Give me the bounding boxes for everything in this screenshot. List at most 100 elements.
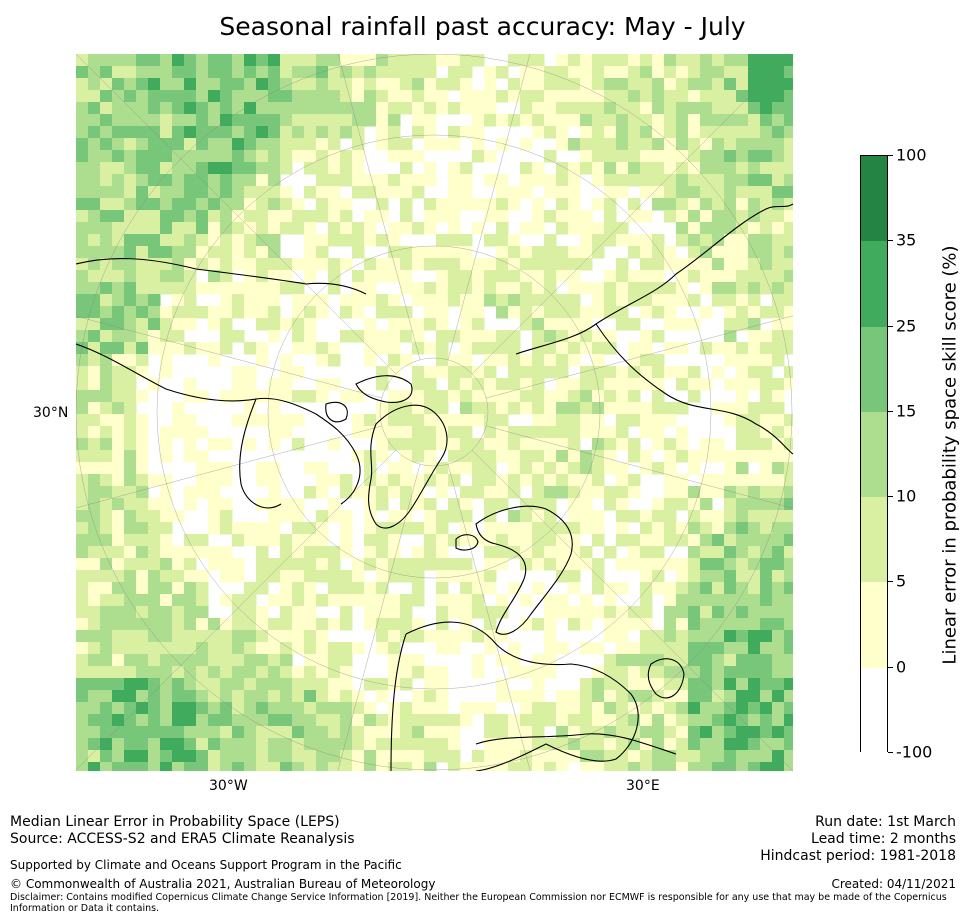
- field-cell: [616, 318, 629, 331]
- field-cell: [160, 522, 173, 535]
- field-cell: [292, 510, 305, 523]
- field-cell: [580, 66, 593, 79]
- field-cell: [328, 258, 341, 271]
- field-cell: [568, 198, 581, 211]
- field-cell: [688, 582, 701, 595]
- field-cell: [472, 330, 485, 343]
- field-cell: [736, 462, 749, 475]
- field-cell: [652, 714, 665, 727]
- field-cell: [604, 306, 617, 319]
- field-cell: [676, 666, 689, 679]
- field-cell: [184, 282, 197, 295]
- field-cell: [640, 546, 653, 559]
- field-cell: [148, 558, 161, 571]
- field-cell: [100, 294, 113, 307]
- field-cell: [208, 354, 221, 367]
- field-cell: [400, 618, 413, 631]
- field-cell: [244, 246, 257, 259]
- field-cell: [340, 90, 353, 103]
- graticule: [76, 54, 793, 771]
- field-cell: [268, 258, 281, 271]
- field-cell: [604, 294, 617, 307]
- field-cell: [184, 306, 197, 319]
- field-cell: [148, 726, 161, 739]
- field-cell: [772, 570, 785, 583]
- field-cell: [784, 78, 793, 91]
- field-cell: [208, 678, 221, 691]
- field-cell: [412, 150, 425, 163]
- field-cell: [376, 582, 389, 595]
- field-cell: [232, 738, 245, 751]
- field-cell: [688, 102, 701, 115]
- field-cell: [292, 78, 305, 91]
- field-cell: [76, 102, 89, 115]
- field-cell: [280, 354, 293, 367]
- field-cell: [628, 354, 641, 367]
- field-cell: [292, 150, 305, 163]
- field-cell: [412, 498, 425, 511]
- field-cell: [436, 234, 449, 247]
- field-cell: [568, 282, 581, 295]
- field-cell: [736, 726, 749, 739]
- field-cell: [688, 762, 701, 771]
- field-cell: [436, 318, 449, 331]
- field-cell: [220, 762, 233, 771]
- field-cell: [340, 150, 353, 163]
- field-cell: [304, 126, 317, 139]
- field-cell: [208, 726, 221, 739]
- field-cell: [448, 234, 461, 247]
- field-cell: [424, 282, 437, 295]
- field-cell: [556, 330, 569, 343]
- field-cell: [196, 606, 209, 619]
- field-cell: [304, 234, 317, 247]
- field-cell: [676, 750, 689, 763]
- field-cell: [220, 678, 233, 691]
- field-cell: [424, 222, 437, 235]
- field-cell: [76, 630, 89, 643]
- field-cell: [556, 90, 569, 103]
- field-cell: [784, 258, 793, 271]
- field-cell: [664, 702, 677, 715]
- field-cell: [424, 306, 437, 319]
- field-cell: [88, 678, 101, 691]
- field-cell: [496, 306, 509, 319]
- field-cell: [112, 426, 125, 439]
- field-cell: [724, 546, 737, 559]
- field-cell: [460, 702, 473, 715]
- field-cell: [628, 678, 641, 691]
- field-cell: [352, 90, 365, 103]
- field-cell: [268, 126, 281, 139]
- field-cell: [508, 438, 521, 451]
- field-cell: [760, 402, 773, 415]
- field-cell: [316, 378, 329, 391]
- field-cell: [496, 342, 509, 355]
- field-cell: [172, 90, 185, 103]
- field-cell: [580, 450, 593, 463]
- field-cell: [772, 150, 785, 163]
- field-cell: [436, 690, 449, 703]
- field-cell: [328, 702, 341, 715]
- field-cell: [592, 762, 605, 771]
- field-cell: [184, 690, 197, 703]
- field-cell: [688, 258, 701, 271]
- field-cell: [748, 90, 761, 103]
- field-cell: [532, 462, 545, 475]
- field-cell: [88, 654, 101, 667]
- field-cell: [664, 486, 677, 499]
- field-cell: [676, 138, 689, 151]
- field-cell: [760, 210, 773, 223]
- field-cell: [496, 234, 509, 247]
- field-cell: [124, 186, 137, 199]
- meridian-line: [337, 464, 421, 771]
- field-cell: [112, 66, 125, 79]
- field-cell: [616, 174, 629, 187]
- field-cell: [196, 210, 209, 223]
- field-cell: [124, 150, 137, 163]
- field-cell: [88, 726, 101, 739]
- field-cell: [304, 666, 317, 679]
- field-cell: [532, 738, 545, 751]
- field-cell: [412, 582, 425, 595]
- field-cell: [172, 54, 185, 67]
- field-cell: [520, 186, 533, 199]
- field-cell: [484, 234, 497, 247]
